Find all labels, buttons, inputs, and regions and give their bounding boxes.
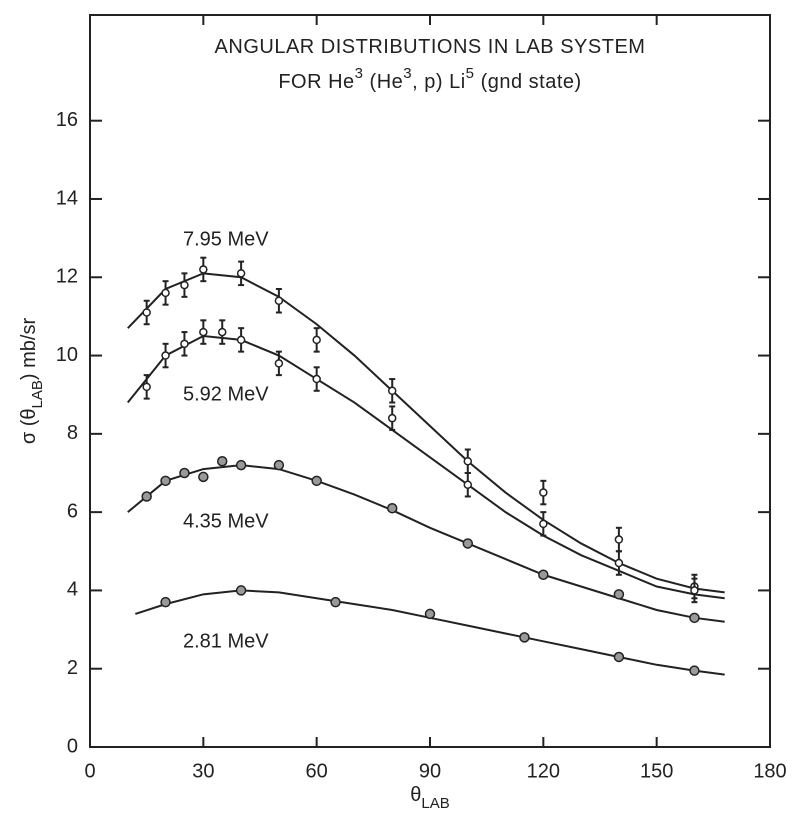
data-point xyxy=(180,280,189,290)
fit-curve xyxy=(126,334,725,600)
data-point xyxy=(160,475,171,487)
data-point xyxy=(180,339,189,349)
data-point xyxy=(161,351,170,360)
data-point xyxy=(235,585,247,596)
data-point xyxy=(160,596,171,608)
data-point xyxy=(690,586,699,595)
data-point xyxy=(330,596,341,608)
x-tick-label: 150 xyxy=(640,760,673,782)
data-point xyxy=(689,665,700,676)
data-point xyxy=(539,519,548,529)
x-tick-label: 120 xyxy=(527,760,560,782)
chart-title-part: FOR He xyxy=(278,71,354,93)
y-tick-label: 0 xyxy=(67,735,78,757)
data-point xyxy=(236,269,246,278)
data-point xyxy=(463,480,473,489)
x-tick-label: 90 xyxy=(419,760,441,782)
series-label: 7.95 MeV xyxy=(183,228,269,250)
data-point xyxy=(236,335,246,345)
series-label: 2.81 MeV xyxy=(183,630,269,652)
y-tick-label: 8 xyxy=(67,422,78,444)
x-axis-label-part: LAB xyxy=(421,795,449,812)
data-point xyxy=(614,558,624,568)
data-point xyxy=(141,491,152,502)
y-tick-label: 2 xyxy=(67,657,78,679)
data-point xyxy=(463,456,473,466)
data-point xyxy=(424,608,436,620)
data-point xyxy=(216,455,228,467)
x-tick-label: 180 xyxy=(753,760,786,782)
chart-title: ANGULAR DISTRIBUTIONS IN LAB SYSTEM xyxy=(215,36,646,58)
data-point xyxy=(519,632,530,643)
chart-title-part: 5 xyxy=(466,65,475,82)
data-point xyxy=(142,382,151,392)
x-axis-label-part: θ xyxy=(410,784,421,806)
y-tick-label: 10 xyxy=(56,344,78,366)
data-point xyxy=(199,265,208,274)
series-label: 4.35 MeV xyxy=(183,510,269,532)
data-point xyxy=(199,327,208,337)
y-axis-label-part: LAB xyxy=(29,380,46,408)
y-tick-label: 14 xyxy=(56,187,78,209)
data-point xyxy=(386,502,398,514)
data-point xyxy=(235,459,247,471)
data-point xyxy=(198,471,209,483)
data-point xyxy=(462,538,474,549)
y-axis-label-part: ) mb/sr xyxy=(18,318,40,381)
fit-curve xyxy=(127,464,725,623)
chart-title-part: , p) Li xyxy=(412,71,466,93)
fit-curve xyxy=(127,272,725,594)
chart-title-part: (He xyxy=(364,71,404,93)
chart-title: FOR He3 (He3, p) Li5 (gnd state) xyxy=(278,65,581,93)
data-point xyxy=(613,651,625,663)
chart-title-part: ANGULAR DISTRIBUTIONS IN LAB SYSTEM xyxy=(215,36,646,58)
data-point xyxy=(274,359,284,368)
chart-title-part: 3 xyxy=(355,65,364,82)
data-point xyxy=(387,386,397,396)
data-point xyxy=(312,335,321,345)
chart-title-part: 3 xyxy=(403,65,412,82)
data-point xyxy=(142,308,151,317)
x-tick-label: 60 xyxy=(306,760,328,782)
data-point xyxy=(274,296,284,306)
x-tick-label: 0 xyxy=(84,760,95,782)
data-point xyxy=(311,475,322,487)
series-label: 5.92 MeV xyxy=(183,383,269,405)
data-point xyxy=(217,327,227,337)
y-tick-label: 4 xyxy=(67,579,78,601)
y-axis-label-part: σ (θ xyxy=(18,408,40,444)
data-point xyxy=(613,589,625,600)
data-point xyxy=(273,459,285,471)
y-tick-label: 6 xyxy=(67,500,78,522)
data-point xyxy=(179,467,190,479)
data-point xyxy=(312,374,321,384)
data-point xyxy=(539,488,548,497)
x-axis-label: θLAB xyxy=(410,784,449,812)
data-point xyxy=(538,569,549,581)
data-point xyxy=(161,288,170,298)
y-tick-label: 16 xyxy=(56,109,78,131)
data-point xyxy=(387,413,397,423)
data-point xyxy=(614,535,624,544)
x-tick-label: 30 xyxy=(192,760,214,782)
y-tick-label: 12 xyxy=(56,266,78,288)
data-point xyxy=(689,612,700,624)
y-axis-label: σ (θLAB) mb/sr xyxy=(18,318,46,445)
chart-title-part: (gnd state) xyxy=(475,71,582,93)
